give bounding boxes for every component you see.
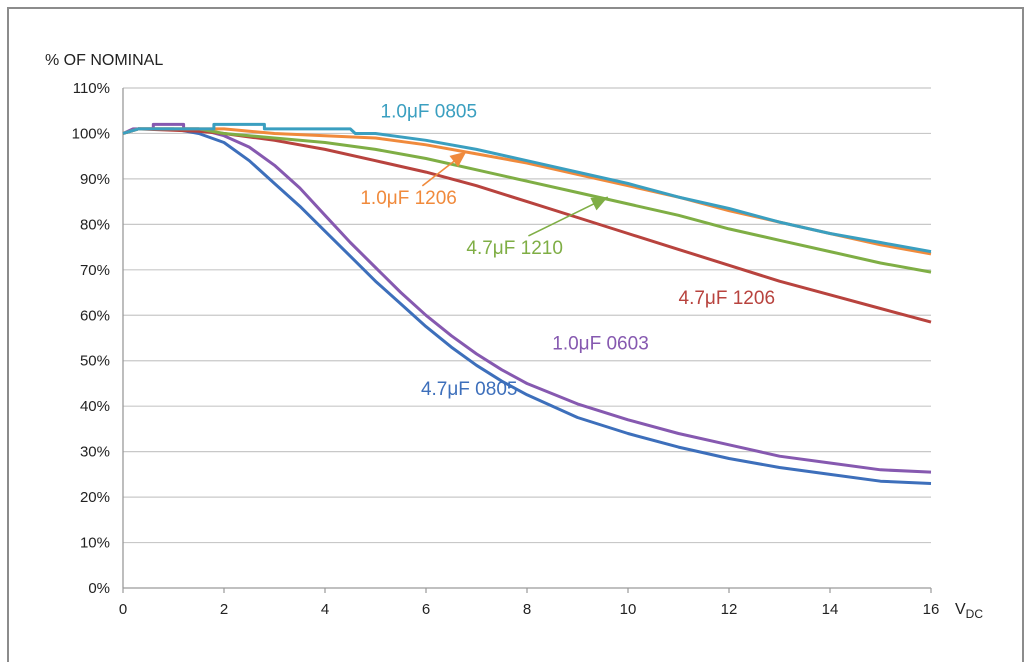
annotation-arrowhead bbox=[590, 197, 608, 211]
y-tick-label: 100% bbox=[72, 125, 110, 142]
x-tick-label: 2 bbox=[220, 601, 228, 618]
series-label: 1.0μF 0805 bbox=[381, 102, 478, 123]
y-tick-labels: 0% 10% 20% 30% 40% 50% 60% 70% 80% 90% 100% 110% bbox=[72, 80, 110, 597]
y-tick-label: 0% bbox=[88, 580, 110, 597]
series-label: 4.7μF 0805 bbox=[421, 379, 518, 400]
y-tick-label: 80% bbox=[80, 216, 110, 233]
y-tick-label: 10% bbox=[80, 535, 110, 552]
y-tick-label: 30% bbox=[80, 444, 110, 461]
x-tick-label: 14 bbox=[822, 601, 839, 618]
chart-frame: 0% 10% 20% 30% 40% 50% 60% 70% 80% 90% 100% 110% 0 2… bbox=[7, 7, 1024, 662]
series-line bbox=[122, 127, 932, 485]
x-tick-label: 16 bbox=[923, 601, 940, 618]
series-line bbox=[122, 127, 932, 256]
series-lines bbox=[122, 122, 932, 485]
series-label: 4.7μF 1206 bbox=[679, 288, 776, 309]
x-tick-label: 6 bbox=[422, 601, 430, 618]
series-line bbox=[122, 127, 932, 274]
annotation-arrowhead bbox=[449, 151, 467, 167]
series-labels: 1.0μF 0805 1.0μF 1206 4.7μF 1210 4.7μF 1206… bbox=[360, 102, 775, 400]
x-tick-label: 10 bbox=[620, 601, 637, 618]
y-tick-label: 50% bbox=[80, 353, 110, 370]
y-tick-label: 110% bbox=[73, 80, 110, 97]
x-axis-title: VDC bbox=[955, 601, 983, 621]
series-label: 4.7μF 1210 bbox=[466, 238, 563, 259]
y-tick-label: 60% bbox=[80, 307, 110, 324]
x-axis-title-subscript: DC bbox=[966, 607, 984, 621]
series-line bbox=[122, 122, 932, 254]
x-tick-labels: 0 2 4 6 8 10 12 14 16 bbox=[119, 588, 940, 618]
y-tick-label: 40% bbox=[80, 398, 110, 415]
gridlines bbox=[123, 87, 931, 544]
x-tick-label: 0 bbox=[119, 601, 127, 618]
y-tick-label: 70% bbox=[80, 262, 110, 279]
y-axis-title: % OF NOMINAL bbox=[45, 52, 163, 69]
capacitance-chart: 0% 10% 20% 30% 40% 50% 60% 70% 80% 90% 100% 110% 0 2… bbox=[45, 52, 983, 621]
series-label: 1.0μF 1206 bbox=[360, 188, 457, 209]
y-tick-label: 20% bbox=[80, 489, 110, 506]
x-axis-title-main: V bbox=[955, 601, 966, 618]
series-label: 1.0μF 0603 bbox=[552, 333, 649, 354]
x-tick-label: 8 bbox=[523, 601, 531, 618]
series-line bbox=[122, 122, 932, 474]
x-tick-label: 12 bbox=[721, 601, 738, 618]
x-tick-label: 4 bbox=[321, 601, 329, 618]
y-tick-label: 90% bbox=[80, 171, 110, 188]
